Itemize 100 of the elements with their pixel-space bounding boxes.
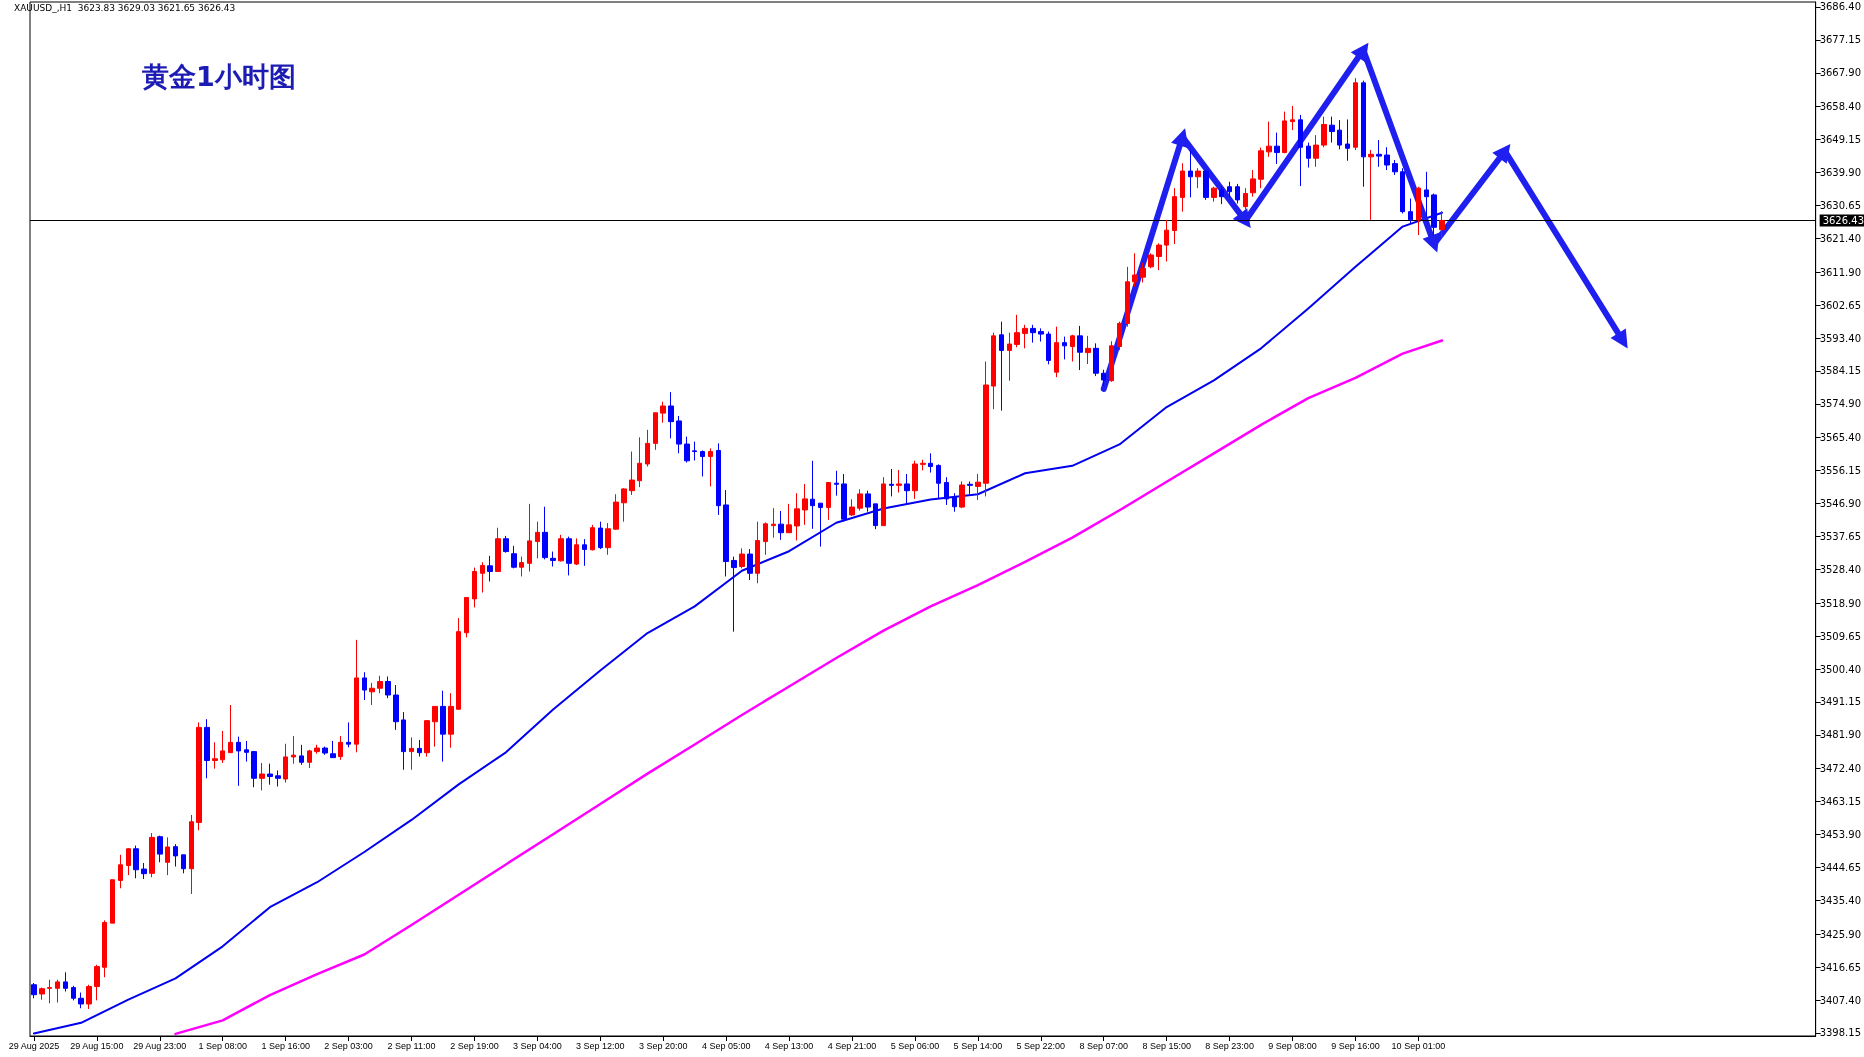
candlestick bbox=[283, 743, 288, 784]
x-tick-label: 29 Aug 23:00 bbox=[133, 1040, 187, 1051]
candlestick bbox=[1258, 147, 1264, 189]
candlestick bbox=[1408, 197, 1413, 224]
x-tick-label: 5 Sep 22:00 bbox=[1016, 1040, 1066, 1051]
candlestick bbox=[1156, 242, 1162, 271]
candlestick bbox=[31, 982, 37, 999]
candlestick bbox=[385, 676, 391, 699]
candlestick bbox=[708, 447, 713, 487]
candlestick bbox=[1274, 132, 1280, 165]
candlestick bbox=[944, 476, 949, 506]
candlestick bbox=[920, 459, 926, 471]
candlestick bbox=[417, 739, 422, 758]
candlestick bbox=[173, 843, 178, 868]
candlestick bbox=[1313, 134, 1319, 168]
candlestick bbox=[519, 556, 524, 577]
candlestick bbox=[983, 361, 989, 497]
candlestick bbox=[196, 721, 202, 831]
candlestick bbox=[511, 545, 517, 569]
y-tick-label: 3677.15 bbox=[1819, 34, 1862, 46]
y-tick-label: 3509.65 bbox=[1819, 630, 1862, 642]
candlestick bbox=[1125, 266, 1130, 328]
candlestick bbox=[86, 984, 92, 1010]
x-tick-label: 2 Sep 11:00 bbox=[387, 1040, 436, 1051]
candlestick bbox=[1180, 162, 1185, 213]
candlestick bbox=[401, 711, 406, 771]
candlestick bbox=[1384, 146, 1390, 171]
candlestick bbox=[873, 503, 878, 530]
candlestick bbox=[291, 735, 296, 765]
candlestick bbox=[645, 429, 650, 467]
candlestick bbox=[1306, 142, 1311, 169]
candlestick bbox=[590, 524, 595, 551]
candlestick bbox=[692, 441, 697, 461]
candlestick bbox=[1337, 119, 1342, 150]
candlestick bbox=[1148, 252, 1154, 269]
candlestick bbox=[369, 682, 375, 706]
candlestick bbox=[448, 692, 454, 749]
candlestick bbox=[684, 436, 690, 464]
candlestick bbox=[275, 769, 281, 787]
candlestick bbox=[716, 442, 721, 516]
candlestick bbox=[1250, 169, 1256, 198]
y-tick-label: 3491.15 bbox=[1819, 696, 1862, 708]
candlestick bbox=[566, 536, 572, 576]
y-tick-label: 3593.40 bbox=[1819, 332, 1862, 344]
y-tick-label: 3416.65 bbox=[1819, 961, 1862, 973]
candlestick bbox=[1014, 314, 1020, 348]
candlestick bbox=[1085, 335, 1091, 365]
x-tick-label: 4 Sep 13:00 bbox=[764, 1040, 814, 1051]
line-series bbox=[174, 339, 1444, 1036]
y-tick-label: 3584.15 bbox=[1819, 365, 1862, 377]
candlestick bbox=[55, 979, 60, 1004]
candlestick bbox=[841, 473, 847, 523]
candlestick bbox=[975, 473, 981, 501]
candlestick bbox=[63, 971, 68, 993]
candlestick bbox=[181, 854, 186, 874]
candlestick bbox=[967, 480, 973, 495]
candlestick bbox=[936, 463, 941, 500]
candlestick bbox=[39, 987, 45, 1001]
y-tick-label: 3658.40 bbox=[1819, 101, 1862, 113]
y-tick-label: 3667.90 bbox=[1819, 67, 1862, 79]
candlestick bbox=[1038, 327, 1044, 343]
candlestick bbox=[259, 762, 265, 791]
candlestick bbox=[346, 721, 351, 748]
y-tick-label: 3686.40 bbox=[1819, 1, 1862, 13]
candlestick bbox=[118, 854, 123, 889]
candlestick bbox=[668, 391, 674, 439]
candlestick bbox=[409, 736, 414, 771]
candlestick bbox=[1077, 325, 1083, 371]
candlestick bbox=[204, 718, 210, 779]
candlestick bbox=[1172, 187, 1177, 245]
candlestick bbox=[739, 547, 745, 569]
candlestick bbox=[1030, 324, 1036, 344]
candlestick bbox=[558, 534, 564, 563]
candlestick bbox=[904, 473, 910, 505]
candlestick bbox=[1282, 111, 1287, 154]
candlestick bbox=[660, 401, 666, 424]
candlestick bbox=[1439, 210, 1445, 238]
candlestick bbox=[299, 744, 304, 766]
candlestick bbox=[700, 449, 705, 477]
x-tick-label: 29 Aug 2025 bbox=[8, 1040, 60, 1051]
y-tick-label: 3621.40 bbox=[1819, 232, 1862, 244]
y-tick-label: 3398.15 bbox=[1819, 1027, 1862, 1039]
candlestick bbox=[495, 527, 501, 572]
y-tick-label: 3546.90 bbox=[1819, 498, 1862, 510]
candlestick bbox=[1361, 80, 1366, 188]
candlestick bbox=[141, 862, 147, 880]
x-tick-label: 1 Sep 08:00 bbox=[198, 1040, 247, 1051]
x-tick-label: 3 Sep 20:00 bbox=[638, 1040, 688, 1051]
y-tick-label: 3602.65 bbox=[1819, 299, 1862, 311]
candlestick bbox=[487, 555, 493, 582]
candlestick bbox=[747, 548, 753, 581]
x-tick-label: 29 Aug 15:00 bbox=[70, 1040, 124, 1051]
candlestick bbox=[598, 521, 603, 550]
candlestick bbox=[110, 879, 115, 924]
text: 黄金1小时图 bbox=[141, 61, 296, 92]
candlestick bbox=[1290, 105, 1295, 131]
candlestick bbox=[472, 567, 477, 608]
candlestick bbox=[613, 493, 619, 531]
candlestick bbox=[1022, 324, 1028, 349]
candlestick bbox=[149, 832, 155, 878]
